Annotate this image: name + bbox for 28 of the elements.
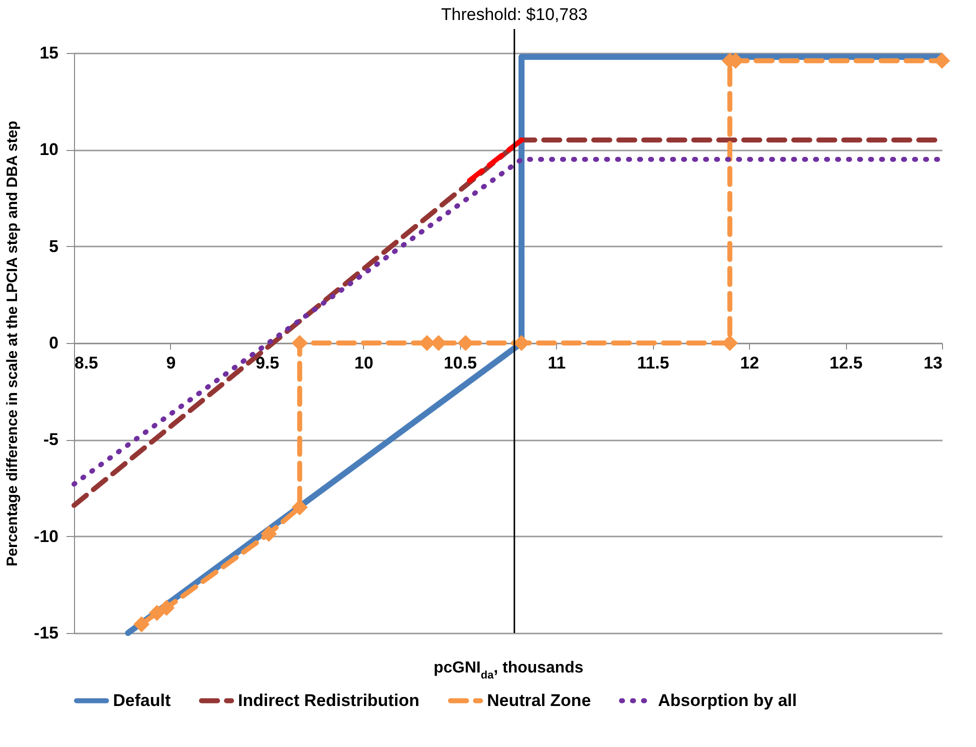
x-axis-title: pcGNI$_{da}$, thousands xyxy=(434,660,584,682)
x-tick-label: 12.5 xyxy=(830,354,863,372)
point xyxy=(260,526,277,542)
y-tick-label: -5 xyxy=(43,430,58,450)
y-tick-label: 5 xyxy=(49,236,58,256)
y-tick-label: -15 xyxy=(34,624,58,642)
point xyxy=(133,616,150,632)
legend-label: Default xyxy=(113,690,171,710)
x-tick-label: 13 xyxy=(924,354,942,372)
legend-label: Indirect Redistribution xyxy=(238,690,420,710)
point xyxy=(158,600,175,616)
x-tick-label: 10.5 xyxy=(444,354,477,372)
y-tick-label: 10 xyxy=(40,140,58,160)
legend-label: Absorption by all xyxy=(658,690,797,710)
x-tick-label: 9.5 xyxy=(256,354,280,372)
x-tick-label: 9 xyxy=(166,354,176,372)
x-tick-label: 12 xyxy=(740,354,760,372)
y-tick-label: -10 xyxy=(34,526,58,546)
x-tick-label: 10 xyxy=(354,354,374,372)
x-tick-label: 11.5 xyxy=(637,354,670,372)
x-tick-label: 11 xyxy=(548,354,566,372)
ref-line-label: Threshold: $10,783 xyxy=(441,5,588,24)
y-tick-label: 15 xyxy=(40,44,58,62)
point xyxy=(148,604,166,621)
x-tick-label: 8.5 xyxy=(74,354,98,372)
y-tick-label: 0 xyxy=(49,334,58,352)
legend-label: Neutral Zone xyxy=(487,690,591,710)
y-axis-title: Percentage difference in scale at the LPCIA step and DBA step xyxy=(4,120,21,566)
